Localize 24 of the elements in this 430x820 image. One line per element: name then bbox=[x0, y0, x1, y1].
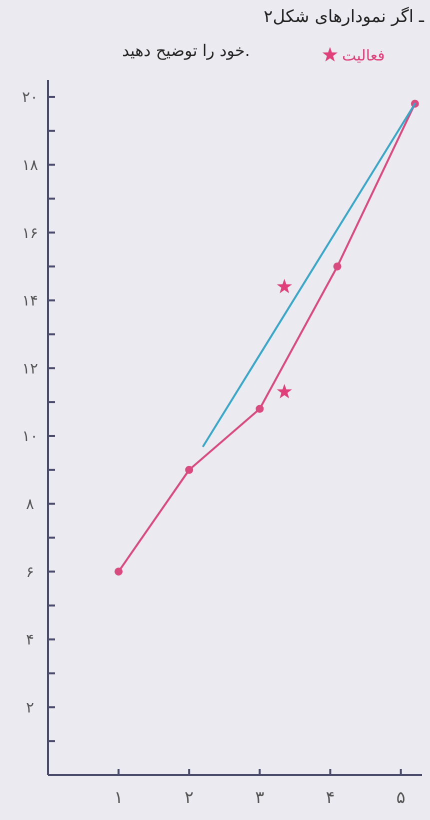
chart-subtitle: خود را توضیح دهید. bbox=[122, 41, 250, 60]
y-tick-label: ۲ bbox=[26, 698, 34, 716]
y-tick-label: ۲۰ bbox=[22, 88, 38, 106]
x-tick-label: ۱ bbox=[114, 788, 124, 808]
point bbox=[256, 404, 264, 413]
point bbox=[333, 262, 342, 270]
y-tick-label: ۱۲ bbox=[22, 359, 38, 378]
point bbox=[185, 466, 194, 474]
y-tick-label: ۴ bbox=[26, 630, 34, 649]
y-tick-label: ۱۸ bbox=[22, 156, 38, 174]
y-tick-label: ۱۴ bbox=[22, 292, 38, 310]
point bbox=[114, 568, 123, 576]
y-tick-label: ۶ bbox=[26, 562, 34, 581]
legend-label: فعالیت bbox=[342, 46, 385, 64]
x-tick-label: ۲ bbox=[184, 788, 194, 808]
point bbox=[276, 278, 292, 294]
y-tick-label: ۱۰ bbox=[22, 427, 38, 446]
y-tick-label: ۸ bbox=[26, 495, 34, 514]
point bbox=[276, 384, 292, 398]
x-tick-label: ۳ bbox=[255, 788, 264, 808]
chart-title: ۲ـ اگر نمودارهای شکل bbox=[264, 6, 426, 27]
x-tick-label: ۵ bbox=[396, 788, 406, 808]
x-tick-label: ۴ bbox=[326, 788, 335, 808]
y-tick-label: ۱۶ bbox=[22, 224, 38, 242]
